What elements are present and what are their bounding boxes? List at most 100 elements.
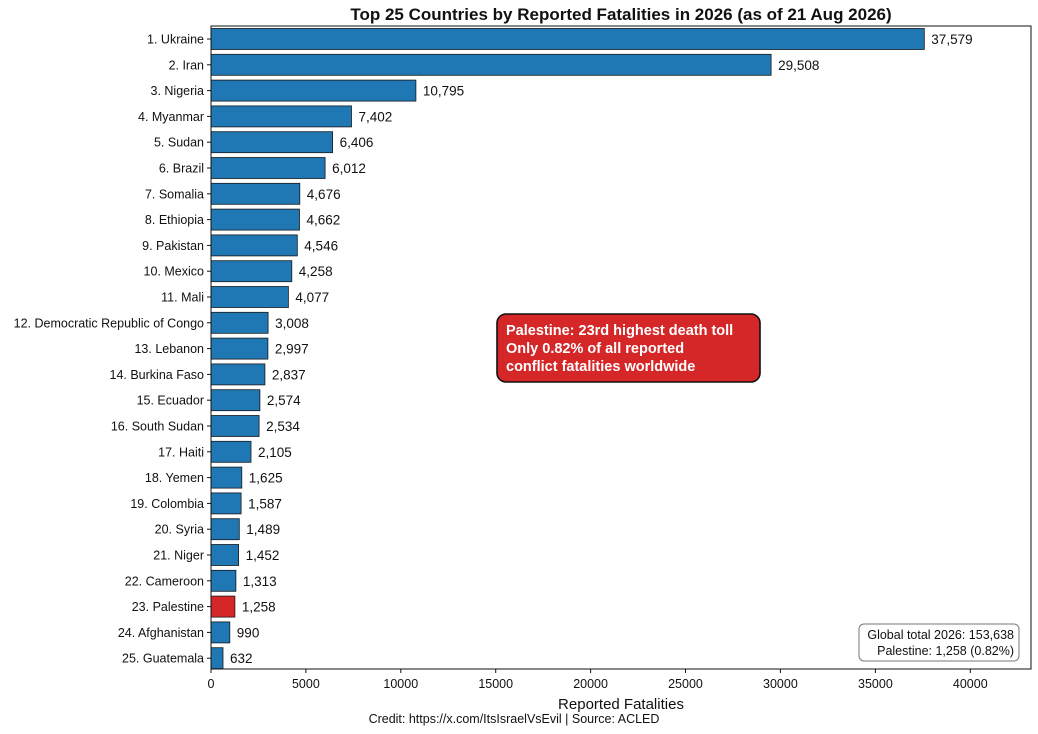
value-label-5: 6,406	[340, 135, 374, 150]
x-tick-label-6: 30000	[763, 677, 798, 691]
x-tick-label-3: 15000	[478, 677, 513, 691]
category-labels: 1. Ukraine 2. Iran 3. Nigeria 4. Myanmar 5. …	[14, 33, 211, 666]
summary-line-1: Global total 2026: 153,638	[867, 628, 1014, 642]
category-label-19: 19. Colombia	[130, 497, 204, 511]
category-label-9: 9. Pakistan	[142, 239, 204, 253]
category-label-16: 16. South Sudan	[111, 420, 204, 434]
value-label-18: 1,625	[249, 471, 283, 486]
x-tick-label-4: 20000	[573, 677, 608, 691]
bar-8	[210, 208, 300, 231]
bar-6	[210, 157, 326, 179]
value-label-13: 2,997	[275, 342, 309, 357]
bar-3	[210, 79, 417, 102]
chart-title: Top 25 Countries by Reported Fatalities …	[350, 5, 891, 24]
value-label-22: 1,313	[243, 574, 277, 589]
category-label-18: 18. Yemen	[145, 471, 204, 485]
bar-5	[210, 131, 333, 154]
bar-2	[210, 53, 772, 76]
value-label-25: 632	[230, 651, 253, 666]
x-tick-label-2: 10000	[383, 677, 418, 691]
x-axis-label: Reported Fatalities	[558, 696, 684, 713]
category-label-2: 2. Iran	[169, 58, 204, 72]
summary-line-2: Palestine: 1,258 (0.82%)	[877, 644, 1014, 658]
bar-23	[210, 595, 236, 618]
category-label-15: 15. Ecuador	[137, 394, 204, 408]
value-label-23: 1,258	[242, 600, 276, 615]
bar-7	[210, 182, 301, 205]
bar-17	[210, 440, 252, 463]
value-label-21: 1,452	[246, 548, 280, 563]
category-label-4: 4. Myanmar	[138, 110, 204, 124]
bar-18	[210, 466, 243, 489]
bar-12	[210, 311, 269, 334]
category-label-1: 1. Ukraine	[147, 33, 204, 47]
category-label-5: 5. Sudan	[154, 136, 204, 150]
bar-11	[210, 286, 289, 308]
bar-10	[210, 260, 293, 283]
bar-21	[210, 544, 240, 566]
value-label-20: 1,489	[246, 522, 280, 537]
value-labels: 37,579 29,508 10,795 7,402 6,406 6,012 4,676 4,…	[230, 32, 973, 666]
bar-22	[210, 569, 237, 592]
annotation-line-2: Only 0.82% of all reported	[506, 341, 684, 357]
summary-box-frame	[858, 623, 1020, 662]
bar-15	[210, 389, 261, 412]
category-label-7: 7. Somalia	[145, 187, 204, 201]
bar-4	[210, 105, 352, 128]
summary-box: Global total 2026: 153,638 Palestine: 1,…	[858, 623, 1020, 662]
x-tick-label-0: 0	[208, 677, 215, 691]
value-label-10: 4,258	[299, 264, 333, 279]
bar-9	[210, 234, 298, 257]
bar-24	[210, 621, 231, 644]
annotation-callout: Palestine: 23rd highest death toll Only …	[496, 313, 761, 383]
category-label-25: 25. Guatemala	[122, 652, 204, 666]
bar-19	[210, 492, 242, 515]
bar-25	[210, 647, 224, 670]
x-axis-ticks: 0 5000 10000 15000 20000 25000 30000 35000 40000	[208, 669, 988, 691]
plot-frame	[210, 25, 1032, 670]
value-label-19: 1,587	[248, 496, 282, 511]
value-label-1: 37,579	[931, 32, 972, 47]
value-label-12: 3,008	[275, 316, 309, 331]
value-label-24: 990	[237, 625, 260, 640]
category-label-21: 21. Niger	[153, 549, 204, 563]
value-label-7: 4,676	[307, 187, 341, 202]
category-label-11: 11. Mali	[161, 291, 204, 305]
category-label-24: 24. Afghanistan	[118, 626, 204, 640]
category-label-13: 13. Lebanon	[134, 342, 204, 356]
category-label-22: 22. Cameroon	[125, 574, 204, 588]
category-label-17: 17. Haiti	[158, 445, 204, 459]
category-label-23: 23. Palestine	[132, 600, 204, 614]
value-label-2: 29,508	[778, 58, 819, 73]
bar-1	[210, 28, 925, 50]
value-label-17: 2,105	[258, 445, 292, 460]
category-label-12: 12. Democratic Republic of Congo	[14, 316, 204, 330]
value-label-11: 4,077	[295, 290, 329, 305]
category-label-10: 10. Mexico	[144, 265, 204, 279]
value-label-8: 4,662	[307, 213, 341, 228]
x-tick-label-8: 40000	[953, 677, 988, 691]
value-label-4: 7,402	[359, 109, 393, 124]
category-label-14: 14. Burkina Faso	[110, 368, 205, 382]
category-label-20: 20. Syria	[155, 523, 204, 537]
annotation-line-3: conflict fatalities worldwide	[506, 359, 695, 375]
value-label-3: 10,795	[423, 84, 464, 99]
value-label-15: 2,574	[267, 393, 301, 408]
x-tick-label-5: 25000	[668, 677, 703, 691]
bar-13	[210, 337, 269, 360]
annotation-box	[496, 313, 761, 383]
category-label-8: 8. Ethiopia	[145, 213, 204, 227]
value-label-16: 2,534	[266, 419, 300, 434]
category-label-6: 6. Brazil	[159, 162, 204, 176]
x-tick-label-1: 5000	[292, 677, 320, 691]
credit-text: Credit: https://x.com/ItsIsraelVsEvil | …	[369, 712, 660, 726]
value-label-6: 6,012	[332, 161, 366, 176]
value-label-9: 4,546	[304, 238, 338, 253]
x-tick-label-7: 35000	[858, 677, 893, 691]
category-label-3: 3. Nigeria	[151, 84, 205, 98]
annotation-line-1: Palestine: 23rd highest death toll	[506, 323, 733, 339]
bar-20	[210, 518, 240, 541]
value-label-14: 2,837	[272, 367, 306, 382]
bar-14	[210, 363, 266, 386]
